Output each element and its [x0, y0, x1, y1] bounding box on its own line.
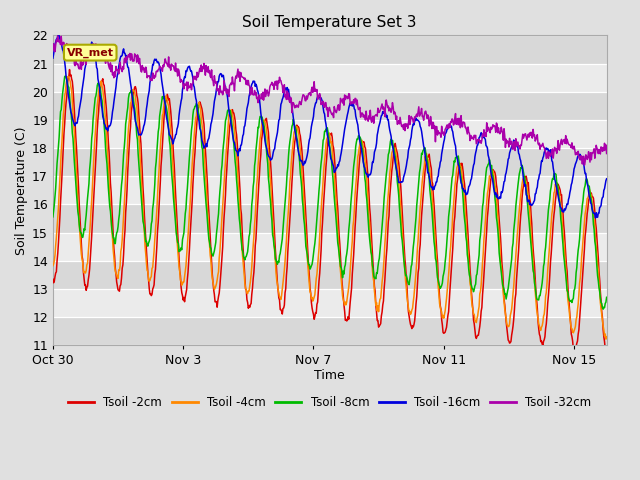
Bar — [53, 233, 607, 261]
Bar — [53, 317, 607, 346]
Bar — [53, 289, 607, 317]
Legend: Tsoil -2cm, Tsoil -4cm, Tsoil -8cm, Tsoil -16cm, Tsoil -32cm: Tsoil -2cm, Tsoil -4cm, Tsoil -8cm, Tsoi… — [63, 392, 596, 414]
Bar — [53, 148, 607, 176]
Bar — [53, 92, 607, 120]
Bar — [53, 36, 607, 63]
Text: VR_met: VR_met — [67, 48, 114, 58]
Bar — [53, 204, 607, 233]
Y-axis label: Soil Temperature (C): Soil Temperature (C) — [15, 126, 28, 254]
Bar — [53, 176, 607, 204]
Bar — [53, 120, 607, 148]
X-axis label: Time: Time — [314, 369, 345, 382]
Title: Soil Temperature Set 3: Soil Temperature Set 3 — [243, 15, 417, 30]
Bar — [53, 63, 607, 92]
Bar — [53, 261, 607, 289]
